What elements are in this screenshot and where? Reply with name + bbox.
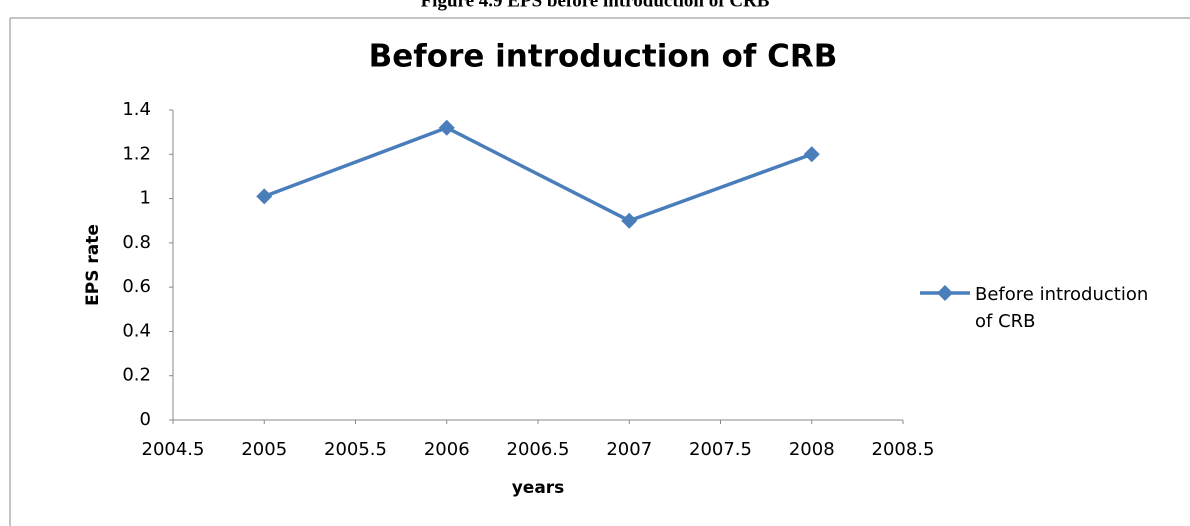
- y-tick-label: 1.4: [122, 99, 151, 120]
- caption: Figure 4.9 EPS before introduction of CR…: [421, 0, 770, 11]
- x-tick-label: 2007.5: [689, 439, 752, 460]
- x-tick-label: 2006.5: [507, 439, 570, 460]
- y-tick-label: 0.2: [122, 365, 151, 386]
- y-tick-label: 1.2: [122, 143, 151, 164]
- x-tick-label: 2006: [424, 439, 470, 460]
- legend-label: Before introduction of CRB: [975, 284, 1149, 332]
- x-axis-title: years: [512, 478, 565, 498]
- point: [438, 119, 455, 136]
- y-tick-label: 0: [140, 409, 151, 430]
- point: [256, 188, 273, 205]
- legend-marker: [937, 285, 953, 301]
- x-tick-label: 2007: [606, 439, 652, 460]
- x-tick-label: 2005.5: [324, 439, 387, 460]
- y-tick-label: 0.6: [122, 276, 151, 297]
- y-tick-label: 1: [140, 188, 151, 209]
- point: [803, 146, 820, 163]
- x-tick-label: 2004.5: [142, 439, 205, 460]
- x-tick-label: 2005: [241, 439, 287, 460]
- y-tick-label: 0.8: [122, 232, 151, 253]
- x-tick-label: 2008: [789, 439, 835, 460]
- y-axis-title: EPS rate: [83, 224, 103, 306]
- series-line: [263, 125, 813, 223]
- y-tick-label: 0.4: [122, 320, 151, 341]
- point: [621, 212, 638, 229]
- x-tick-label: 2008.5: [872, 439, 935, 460]
- chart-title: Before introduction of CRB: [369, 39, 838, 75]
